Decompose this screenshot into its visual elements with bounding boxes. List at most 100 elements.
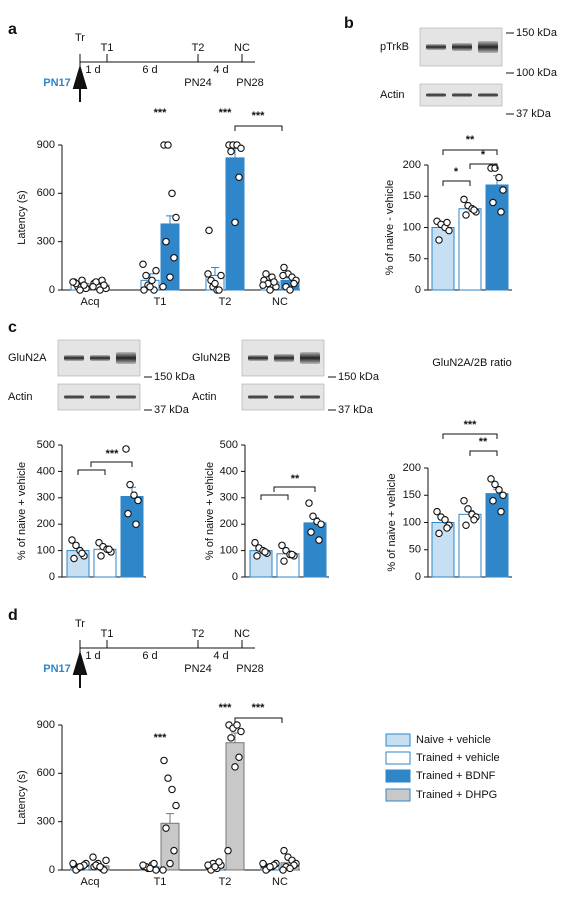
size-label: 100 kDa	[516, 67, 558, 79]
bar	[431, 522, 455, 578]
y-axis-label: % of naive + vehicle	[16, 462, 28, 560]
y-tick-label: 50	[409, 544, 421, 556]
y-tick-label: 500	[220, 439, 238, 451]
data-point	[262, 270, 270, 278]
significance-bracket	[234, 717, 283, 723]
blot-band	[478, 93, 498, 97]
data-point	[105, 545, 113, 554]
y-tick-label: 200	[37, 518, 55, 530]
blot-label: Actin	[380, 89, 404, 101]
legend-swatch	[385, 751, 411, 765]
data-point	[217, 271, 225, 280]
blot-band	[300, 395, 320, 399]
timeline-mark: T1	[101, 42, 114, 54]
x-tick-label: Acq	[81, 876, 100, 888]
data-point	[237, 727, 245, 736]
data-point	[150, 859, 158, 868]
data-point	[227, 147, 235, 156]
x-tick-label: T2	[219, 876, 232, 888]
timeline-age: PN28	[236, 663, 264, 675]
blot-band	[452, 43, 472, 51]
data-point	[122, 445, 130, 453]
data-point	[487, 475, 495, 483]
data-point	[464, 505, 472, 513]
data-point	[227, 734, 235, 742]
y-axis-label: Latency (s)	[16, 190, 28, 244]
significance-label: ***	[219, 107, 233, 119]
significance-bracket	[442, 149, 498, 155]
data-point	[172, 213, 180, 222]
timeline-age: PN24	[184, 77, 212, 89]
data-point	[224, 846, 232, 855]
y-tick-label: 0	[49, 864, 55, 876]
data-point	[164, 141, 172, 149]
blot-label: GluN2B	[192, 352, 231, 364]
timeline-age: PN17	[43, 77, 71, 89]
data-point	[235, 753, 243, 761]
data-point	[231, 763, 239, 771]
chart-title: GluN2A/2B ratio	[432, 357, 511, 369]
data-point	[279, 271, 287, 280]
data-point	[172, 801, 180, 810]
error-bar	[166, 813, 174, 824]
y-tick-label: 400	[37, 465, 55, 477]
data-point	[168, 189, 176, 198]
data-point	[72, 541, 80, 550]
size-label: 150 kDa	[154, 371, 196, 383]
timeline-age: PN24	[184, 663, 212, 675]
size-label: 150 kDa	[516, 27, 558, 39]
blot-band	[274, 395, 294, 399]
data-point	[139, 260, 147, 268]
data-point	[162, 237, 170, 246]
data-point	[497, 507, 505, 516]
significance-bracket	[260, 494, 289, 500]
bar	[458, 208, 482, 291]
data-point	[497, 208, 505, 216]
y-tick-label: 600	[37, 187, 55, 199]
data-point	[215, 858, 223, 866]
blot-band	[452, 93, 472, 97]
significance-bracket	[469, 450, 498, 456]
timeline-interval: 6 d	[142, 650, 157, 662]
data-point	[279, 866, 287, 874]
significance-label: **	[291, 473, 300, 485]
y-tick-label: 50	[409, 253, 421, 265]
y-tick-label: 600	[37, 767, 55, 779]
blot-label: pTrkB	[380, 41, 409, 53]
data-point	[204, 861, 212, 869]
data-point	[211, 863, 219, 871]
data-point	[166, 859, 174, 868]
x-tick-label: NC	[272, 876, 288, 888]
bar	[485, 493, 509, 578]
data-point	[97, 552, 105, 560]
data-point	[489, 496, 497, 505]
data-point	[259, 281, 267, 289]
timeline-interval: 4 d	[213, 650, 228, 662]
blot-band	[116, 395, 136, 399]
y-axis-label: Latency (s)	[16, 770, 28, 824]
x-tick-label: Acq	[81, 296, 100, 308]
data-point	[470, 516, 478, 524]
legend-swatch	[385, 769, 411, 783]
data-point	[89, 283, 97, 291]
data-point	[253, 552, 261, 560]
y-tick-label: 100	[403, 516, 421, 528]
timeline-interval: 1 d	[85, 64, 100, 76]
blot-band	[478, 41, 498, 53]
data-point	[126, 480, 134, 489]
significance-bracket	[273, 486, 316, 492]
y-tick-label: 150	[403, 190, 421, 202]
y-tick-label: 500	[37, 439, 55, 451]
data-point	[70, 554, 78, 563]
blot-band	[64, 355, 84, 361]
panel-letter: c	[8, 319, 17, 336]
data-point	[159, 866, 167, 874]
blot-label: Actin	[192, 391, 216, 403]
data-point	[235, 173, 243, 181]
data-point	[102, 856, 110, 865]
blot-band	[426, 44, 446, 50]
y-tick-label: 0	[232, 571, 238, 583]
data-point	[462, 521, 470, 529]
y-tick-label: 300	[37, 492, 55, 504]
significance-label: *	[454, 166, 459, 178]
